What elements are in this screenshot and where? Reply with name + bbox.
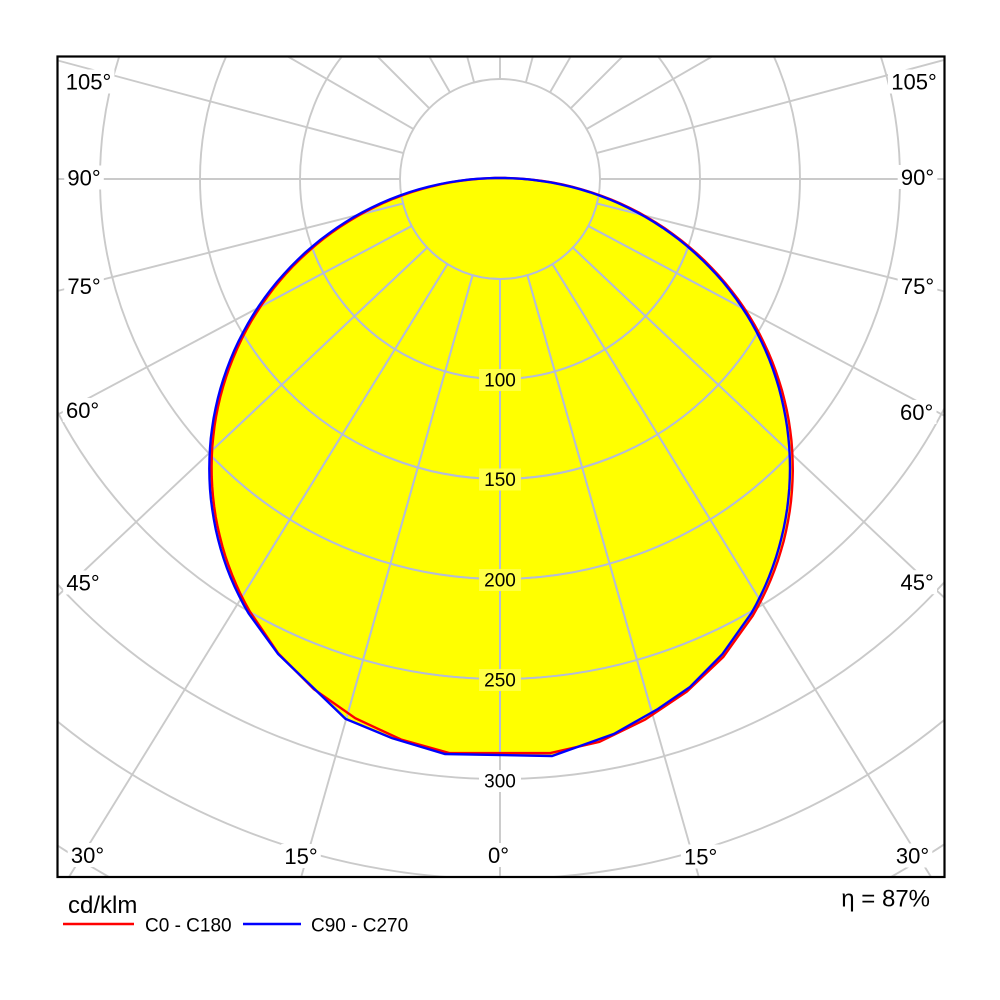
svg-text:105°: 105°	[891, 69, 937, 94]
svg-text:250: 250	[484, 671, 516, 692]
svg-text:45°: 45°	[66, 570, 99, 595]
svg-text:105°: 105°	[66, 69, 112, 94]
svg-text:300: 300	[484, 772, 516, 793]
svg-text:60°: 60°	[66, 398, 99, 423]
svg-text:0°: 0°	[488, 843, 509, 868]
svg-text:cd/klm: cd/klm	[68, 892, 137, 919]
svg-text:η = 87%: η = 87%	[841, 886, 930, 913]
svg-text:200: 200	[484, 571, 516, 592]
svg-text:75°: 75°	[67, 274, 100, 299]
svg-text:C90 - C270: C90 - C270	[311, 916, 408, 937]
svg-text:150: 150	[484, 470, 516, 491]
svg-text:15°: 15°	[284, 844, 317, 869]
svg-text:75°: 75°	[901, 274, 934, 299]
svg-text:60°: 60°	[900, 400, 933, 425]
svg-text:45°: 45°	[901, 570, 934, 595]
svg-text:15°: 15°	[684, 844, 717, 869]
svg-text:30°: 30°	[71, 843, 104, 868]
svg-text:90°: 90°	[67, 165, 100, 190]
svg-text:100: 100	[484, 371, 516, 392]
svg-text:90°: 90°	[901, 165, 934, 190]
svg-text:30°: 30°	[896, 843, 929, 868]
svg-text:C0 - C180: C0 - C180	[145, 916, 232, 937]
